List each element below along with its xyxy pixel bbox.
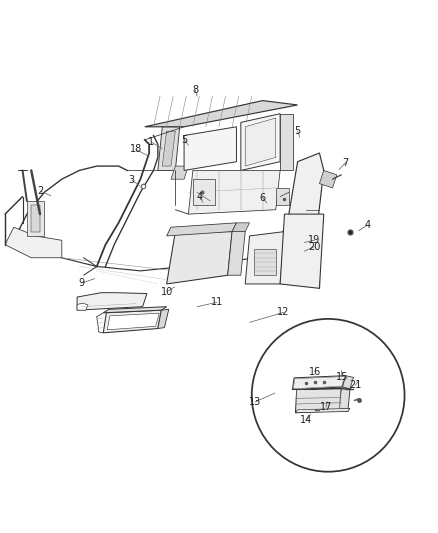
Polygon shape [245,118,276,166]
Text: 7: 7 [343,158,349,167]
Polygon shape [188,171,280,214]
Polygon shape [145,101,297,127]
Polygon shape [171,166,188,179]
Text: 1: 1 [148,137,154,147]
Text: 4: 4 [364,220,371,230]
Text: 4: 4 [197,192,203,201]
Polygon shape [228,231,245,275]
Text: 10: 10 [160,287,173,297]
Polygon shape [27,201,44,236]
Polygon shape [276,188,289,205]
Polygon shape [107,313,159,330]
Polygon shape [77,303,88,310]
Text: 8: 8 [192,85,198,95]
Text: 5: 5 [294,126,301,136]
Text: 2: 2 [38,187,44,196]
Polygon shape [295,408,350,413]
Polygon shape [158,127,180,171]
Polygon shape [31,205,40,231]
Polygon shape [184,127,237,171]
Circle shape [252,319,405,472]
Text: 5: 5 [181,135,187,145]
Text: 17: 17 [320,402,332,412]
Polygon shape [166,223,237,236]
Text: 19: 19 [308,235,320,245]
Polygon shape [319,171,337,188]
Polygon shape [293,376,345,389]
Polygon shape [294,388,351,390]
Polygon shape [245,231,285,284]
Polygon shape [232,223,250,231]
Polygon shape [254,249,276,275]
Polygon shape [343,376,353,389]
Polygon shape [297,388,340,410]
Polygon shape [77,293,147,310]
Polygon shape [339,389,350,411]
Text: 20: 20 [308,242,320,252]
Polygon shape [162,131,175,166]
Polygon shape [295,389,341,413]
Text: 3: 3 [129,175,135,185]
Text: 13: 13 [249,397,261,407]
Text: 21: 21 [349,380,361,390]
Polygon shape [166,231,232,284]
Polygon shape [5,227,62,258]
Text: 11: 11 [211,297,223,308]
Polygon shape [292,376,346,390]
Polygon shape [280,114,293,171]
Polygon shape [103,306,166,313]
Text: 15: 15 [336,372,348,382]
Text: 18: 18 [130,144,142,155]
Polygon shape [280,153,324,245]
Polygon shape [193,179,215,205]
Text: 14: 14 [300,415,312,425]
Text: 16: 16 [309,367,321,377]
Text: 6: 6 [260,192,266,203]
Text: 9: 9 [78,278,85,288]
Polygon shape [158,309,169,328]
Polygon shape [103,310,161,333]
Text: 12: 12 [277,308,290,317]
Polygon shape [241,114,280,171]
Polygon shape [280,214,324,288]
Polygon shape [302,223,315,236]
